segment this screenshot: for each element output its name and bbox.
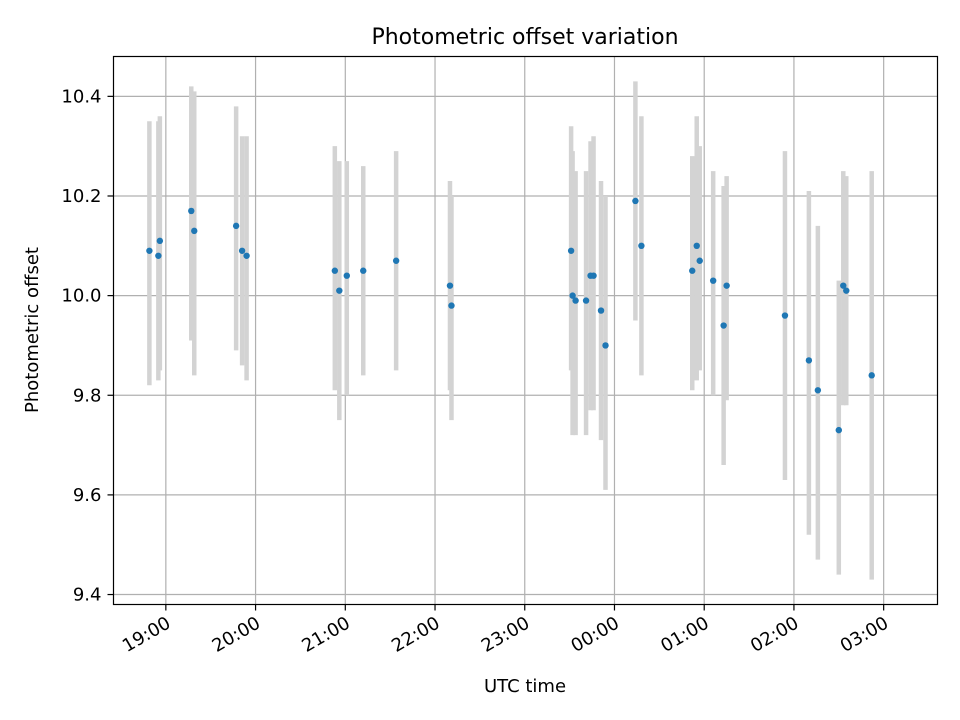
y-tick-label: 10.2 <box>61 186 101 207</box>
data-point <box>868 372 875 379</box>
data-point <box>232 222 240 230</box>
x-tick-label: 00:00 <box>568 613 623 657</box>
data-point <box>781 312 789 319</box>
axis-ticks: 19:00 20:00 21:00 22:00 23:00 00:00 01:00 02:00… <box>61 86 892 656</box>
data-point <box>693 242 700 250</box>
x-tick-label: 23:00 <box>478 613 533 657</box>
data-point <box>567 247 575 254</box>
data-point <box>569 292 576 299</box>
data-point <box>191 227 198 235</box>
data-point <box>582 297 590 304</box>
data-point <box>155 252 162 259</box>
y-tick-label: 9.6 <box>73 485 102 506</box>
data-point <box>243 252 250 259</box>
chart-title: Photometric offset variation <box>371 25 678 50</box>
data-point <box>572 297 579 304</box>
y-tick-label: 10.0 <box>61 286 101 307</box>
data-point <box>840 282 847 289</box>
data-point <box>638 242 645 250</box>
x-axis-label: UTC time <box>484 676 566 697</box>
x-tick-label: 02:00 <box>747 613 802 657</box>
data-point <box>835 426 842 434</box>
x-tick-label: 22:00 <box>388 613 443 657</box>
data-point <box>632 197 639 205</box>
x-tick-label: 03:00 <box>837 613 892 657</box>
x-tick-label: 19:00 <box>119 613 174 657</box>
y-tick-label: 9.8 <box>73 385 102 406</box>
x-tick-label: 01:00 <box>657 613 712 657</box>
data-point <box>238 247 246 254</box>
y-tick-label: 9.4 <box>73 585 102 606</box>
data-point <box>448 302 455 309</box>
data-point <box>446 282 454 289</box>
data-point <box>805 357 813 364</box>
data-point <box>392 257 400 264</box>
data-point <box>590 272 597 279</box>
data-point <box>597 307 605 314</box>
x-tick-label: 20:00 <box>209 613 264 657</box>
data-point <box>188 207 195 215</box>
data-point <box>336 287 343 294</box>
data-point <box>720 322 727 329</box>
data-points <box>146 197 875 434</box>
y-tick-label: 10.4 <box>61 86 101 107</box>
data-point <box>146 247 153 254</box>
data-point <box>709 277 717 284</box>
data-point <box>343 272 350 279</box>
data-point <box>602 342 609 349</box>
data-point <box>723 282 730 289</box>
data-point <box>360 267 367 274</box>
data-point <box>814 387 822 394</box>
data-point <box>689 267 696 274</box>
grid-lines <box>113 56 938 605</box>
plot-frame <box>112 55 939 606</box>
y-axis-label: Photometric offset <box>22 247 43 413</box>
data-point <box>696 257 703 264</box>
data-point <box>331 267 339 274</box>
data-point <box>156 237 164 245</box>
error-bars <box>147 81 874 580</box>
x-tick-label: 21:00 <box>298 613 353 657</box>
data-point <box>843 287 850 294</box>
